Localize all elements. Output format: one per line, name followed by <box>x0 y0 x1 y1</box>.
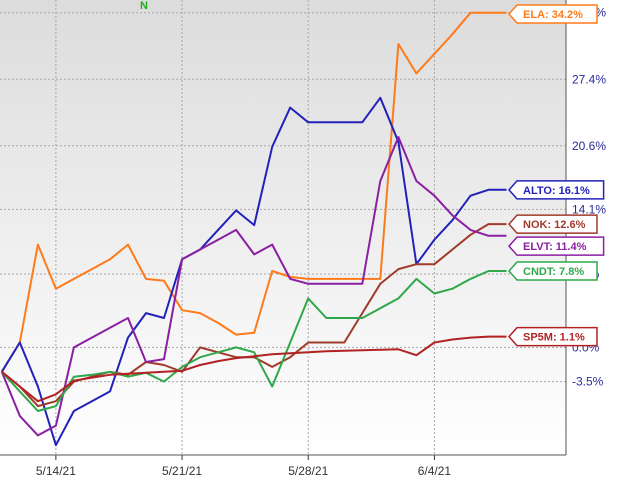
x-tick-label: 5/14/21 <box>36 464 76 478</box>
axis-ticks: 34.2%27.4%20.6%14.1%7.5%0.0%-3.5%5/14/21… <box>0 0 606 478</box>
series-label-box <box>507 326 598 347</box>
series-label-ela: ELA: 34.2% <box>507 4 598 24</box>
series-label-cndt: CNDT: 7.8% <box>507 261 598 281</box>
series-label-text: SP5M: 1.1% <box>523 332 585 344</box>
plot-background <box>0 0 566 455</box>
series-line-cndt <box>1 270 507 412</box>
x-tick-label: 6/4/21 <box>418 464 452 478</box>
series-label-text: NOK: 12.6% <box>523 219 586 231</box>
series-label-box <box>507 180 605 200</box>
series-label-text: CNDT: 7.8% <box>523 266 584 278</box>
series-end-labels: ELA: 34.2% ALTO: 16.1% NOK: 12.6% ELVT: 11.… <box>507 4 605 347</box>
series-label-elvt: ELVT: 11.4% <box>507 236 605 256</box>
series-label-alto: ALTO: 16.1% <box>507 180 605 200</box>
y-tick-label: 14.1% <box>572 202 606 216</box>
y-tick-label: -3.5% <box>572 375 604 389</box>
series-label-box <box>507 4 598 24</box>
series-label-text: ELVT: 11.4% <box>523 241 587 253</box>
series-line-alto <box>0 96 507 447</box>
series-label-box <box>507 261 598 281</box>
series-label-box <box>507 214 598 234</box>
series-line-ela <box>0 11 507 373</box>
y-tick-label: 27.4% <box>572 72 606 86</box>
series-label-nok: NOK: 12.6% <box>507 214 598 234</box>
series-line-sp5m <box>1 335 507 403</box>
series-layer <box>0 11 507 447</box>
x-tick-label: 5/21/21 <box>162 464 202 478</box>
screen-marker: N <box>140 0 148 12</box>
series-line-elvt <box>0 136 507 437</box>
series-label-sp5m: SP5M: 1.1% <box>507 326 598 347</box>
series-label-text: ALTO: 16.1% <box>523 185 590 197</box>
series-label-box <box>507 236 605 256</box>
y-tick-label: 20.6% <box>572 139 606 153</box>
series-label-text: ELA: 34.2% <box>523 9 583 21</box>
x-tick-label: 5/28/21 <box>288 464 328 478</box>
